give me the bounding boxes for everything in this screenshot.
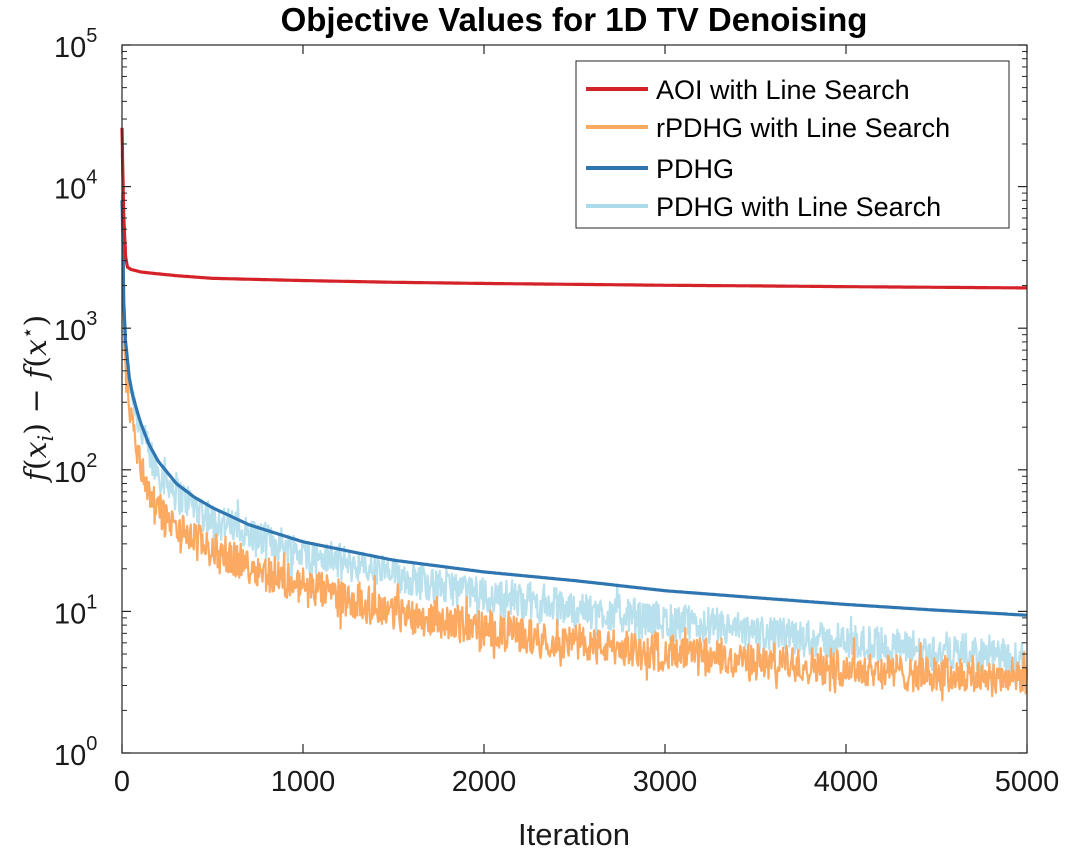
x-tick-label: 0 <box>114 766 130 798</box>
x-axis-label: Iteration <box>518 817 630 852</box>
y-tick-label: 104 <box>54 167 97 206</box>
x-tick-label: 2000 <box>452 766 517 798</box>
legend: AOI with Line Search rPDHG with Line Sea… <box>575 60 1010 229</box>
series-line-pdhg-with-line-search <box>120 193 1029 678</box>
series-line-pdhg <box>120 200 1028 617</box>
series-layer <box>120 127 1029 702</box>
y-tick-label: 103 <box>54 308 97 347</box>
ticks-layer: 0 1000 2000 3000 4000 5000 100 101 102 103 104 105 <box>54 25 1059 798</box>
x-tick-label: 3000 <box>633 766 698 798</box>
y-tick-label: 105 <box>54 25 97 64</box>
plot-frame <box>121 44 1028 754</box>
legend-label-aoi: AOI with Line Search <box>656 75 910 105</box>
legend-label-pdhg-ls: PDHG with Line Search <box>656 192 941 222</box>
legend-box <box>575 60 1010 229</box>
series-line-aoi-with-line-search <box>120 127 1028 290</box>
x-tick-label: 4000 <box>814 766 879 798</box>
y-tick-label: 102 <box>54 450 97 489</box>
y-axis-label: f(xi) − f(x⋆) <box>15 315 58 483</box>
legend-label-pdhg: PDHG <box>656 154 734 184</box>
x-tick-label: 1000 <box>271 766 336 798</box>
series-line-rpdhg-with-line-search <box>120 153 1029 702</box>
chart-title: Objective Values for 1D TV Denoising <box>281 1 868 38</box>
legend-label-rpdhg-ls: rPDHG with Line Search <box>656 113 950 143</box>
y-tick-label: 100 <box>54 733 97 772</box>
y-tick-label: 101 <box>54 591 97 630</box>
x-tick-label: 5000 <box>995 766 1060 798</box>
